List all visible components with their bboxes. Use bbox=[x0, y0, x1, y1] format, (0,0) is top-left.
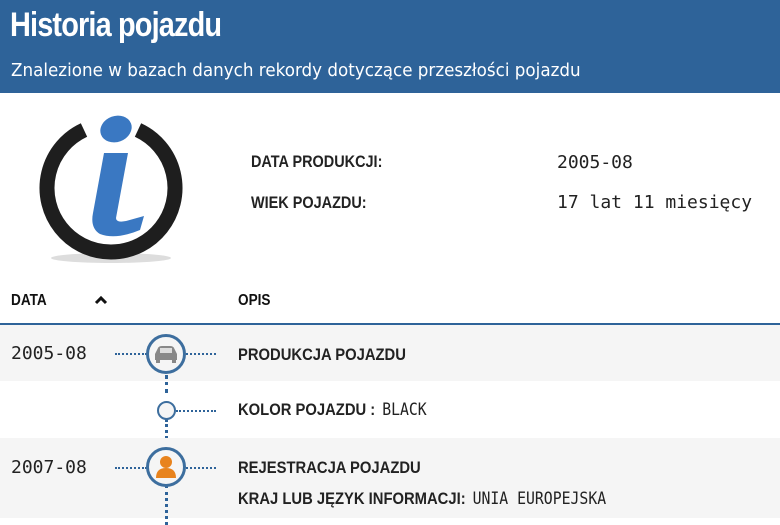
color-label: KOLOR POJAZDU : bbox=[238, 400, 376, 419]
vehicle-age-label: WIEK POJAZDU: bbox=[251, 193, 367, 212]
page-subtitle: Znalezione w bazach danych rekordy dotyc… bbox=[11, 60, 581, 81]
row-detail: KOLOR POJAZDU : BLACK bbox=[238, 400, 427, 420]
country-value: UNIA EUROPEJSKA bbox=[472, 489, 607, 509]
connector bbox=[115, 467, 147, 469]
connector bbox=[176, 410, 216, 412]
timeline-dot-icon bbox=[157, 401, 176, 420]
row-title: REJESTRACJA POJAZDU bbox=[238, 458, 421, 477]
header-divider bbox=[0, 323, 780, 325]
row-date: 2007-08 bbox=[11, 457, 87, 478]
table-row: 2005-08 PRODUKCJA POJAZDU bbox=[0, 325, 780, 381]
timeline-line bbox=[165, 419, 168, 439]
timeline-line bbox=[165, 485, 168, 525]
connector bbox=[115, 353, 147, 355]
timeline-line bbox=[165, 375, 168, 393]
column-header-date[interactable]: DATA bbox=[11, 292, 47, 309]
row-title: PRODUKCJA POJAZDU bbox=[238, 345, 406, 364]
color-value: BLACK bbox=[382, 400, 427, 420]
sort-ascending-icon[interactable] bbox=[94, 295, 108, 305]
connector bbox=[186, 353, 216, 355]
production-date-label: DATA PRODUKCJI: bbox=[251, 152, 383, 171]
table-row: 2007-08 REJESTRACJA POJAZDU KRAJ LUB JĘZ… bbox=[0, 438, 780, 525]
row-detail: KRAJ LUB JĘZYK INFORMACJI: UNIA EUROPEJSK… bbox=[238, 489, 606, 509]
page-header: Historia pojazdu Znalezione w bazach dan… bbox=[0, 0, 780, 93]
production-date-value: 2005-08 bbox=[557, 152, 633, 173]
column-header-description[interactable]: OPIS bbox=[238, 292, 271, 309]
row-date: 2005-08 bbox=[11, 343, 87, 364]
person-icon bbox=[146, 447, 186, 487]
country-label: KRAJ LUB JĘZYK INFORMACJI: bbox=[238, 489, 466, 508]
connector bbox=[186, 467, 216, 469]
car-icon bbox=[146, 334, 186, 374]
page-title: Historia pojazdu bbox=[10, 6, 222, 44]
info-logo-icon bbox=[39, 115, 183, 263]
vehicle-age-value: 17 lat 11 miesięcy bbox=[557, 192, 753, 213]
table-row: KOLOR POJAZDU : BLACK bbox=[0, 375, 780, 439]
